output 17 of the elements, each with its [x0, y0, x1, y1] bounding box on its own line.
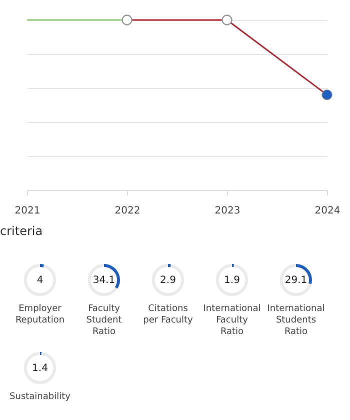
x-tick-label: 2022	[114, 206, 140, 216]
data-label: 2.9	[160, 275, 176, 286]
category-label: Faculty Student Ratio	[86, 304, 122, 337]
text: criteria	[0, 224, 43, 238]
category-label: International Faculty Ratio	[203, 304, 261, 337]
category-label: Employer Reputation	[15, 304, 65, 326]
data-label: 29.1	[284, 275, 308, 286]
data-label: 4	[36, 275, 44, 286]
category-label: Sustainability	[10, 392, 72, 402]
data-label: 1.9	[224, 275, 240, 286]
category-label: International Students Ratio	[267, 304, 325, 337]
x-tick-label: 2021	[14, 206, 40, 216]
data-label: 1.4	[32, 363, 48, 374]
x-tick-label: 2023	[214, 206, 240, 216]
data-label: 34.1	[92, 275, 116, 286]
category-label: Citations per Faculty	[143, 304, 194, 326]
x-tick-label: 2024	[314, 206, 340, 216]
